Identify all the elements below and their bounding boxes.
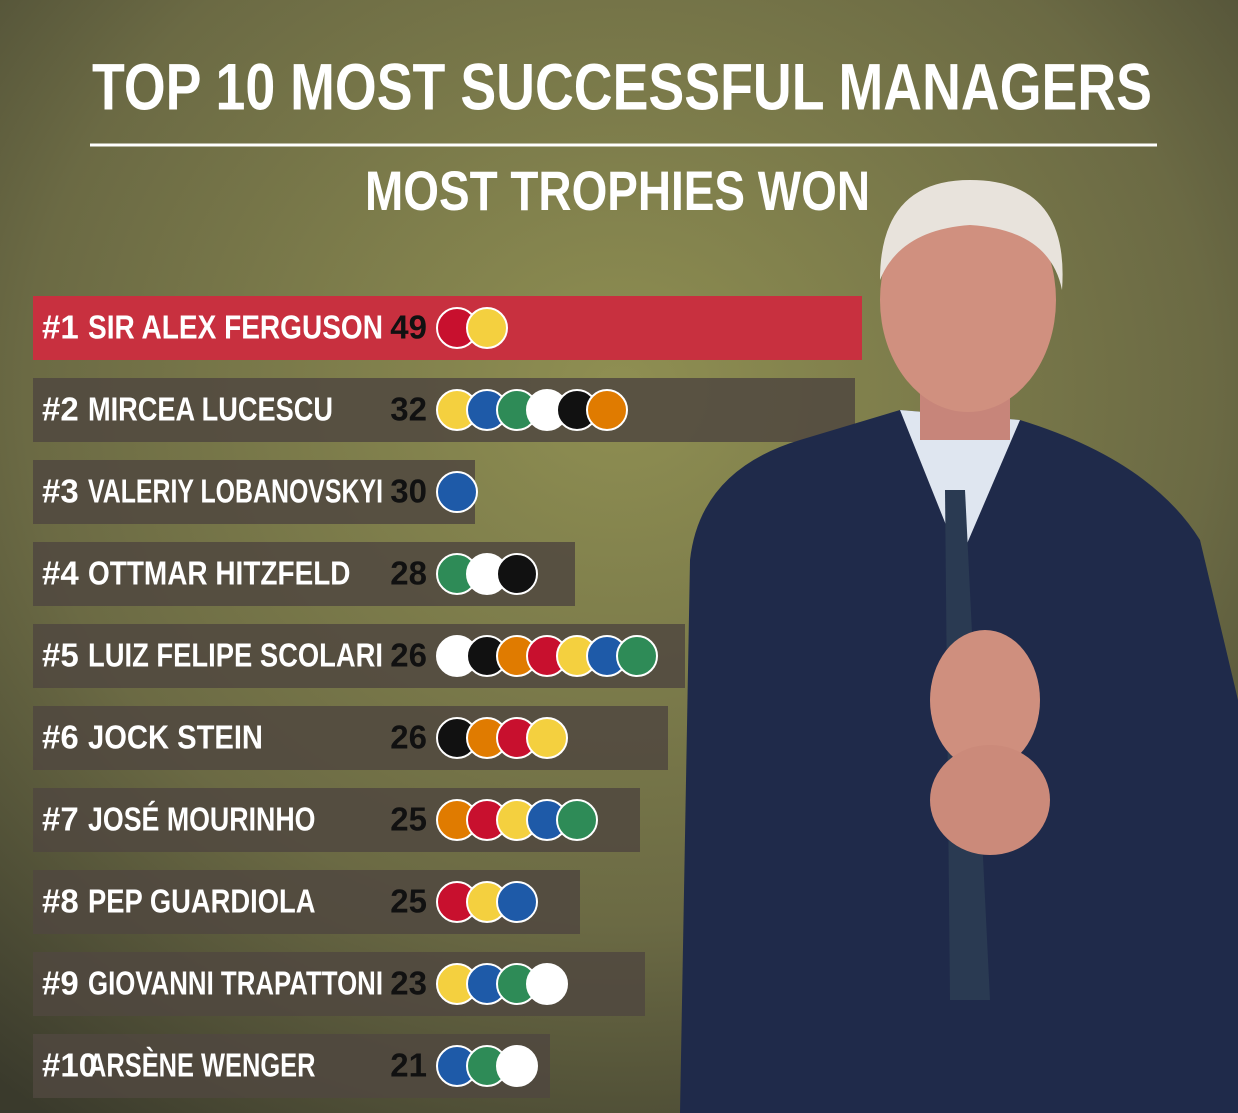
manager-photo <box>680 180 1238 1113</box>
trophy-count: 25 <box>390 801 427 838</box>
trophy-count: 28 <box>390 555 427 592</box>
club-logo <box>526 717 568 759</box>
trophy-count: 49 <box>390 309 427 346</box>
club-logo <box>496 1045 538 1087</box>
title: TOP 10 MOST SUCCESSFUL MANAGERS <box>92 49 1152 123</box>
trophy-count: 32 <box>390 391 427 428</box>
rows: #1 SIR ALEX FERGUSON 49 #2 MIRCEA LUCESCU 32 #… <box>33 296 862 1098</box>
rank: #3 <box>42 473 79 510</box>
rank: #8 <box>42 883 79 920</box>
rank: #6 <box>42 719 79 756</box>
rank: #2 <box>42 391 79 428</box>
rank: #10 <box>42 1047 97 1084</box>
trophy-count: 26 <box>390 637 427 674</box>
manager-name: SIR ALEX FERGUSON <box>88 309 383 346</box>
row-bar <box>33 460 475 524</box>
manager-name: MIRCEA LUCESCU <box>88 391 333 428</box>
club-logo <box>586 389 628 431</box>
club-logo <box>436 471 478 513</box>
manager-name: JOCK STEIN <box>88 719 263 756</box>
manager-name: LUIZ FELIPE SCOLARI <box>88 637 383 674</box>
club-logo <box>466 307 508 349</box>
trophy-count: 25 <box>390 883 427 920</box>
manager-name: GIOVANNI TRAPATTONI <box>88 965 383 1002</box>
club-logo <box>496 553 538 595</box>
rank: #5 <box>42 637 79 674</box>
manager-name: JOSÉ MOURINHO <box>88 801 316 838</box>
rank: #1 <box>42 309 79 346</box>
trophy-count: 23 <box>390 965 427 1002</box>
club-logo <box>496 881 538 923</box>
rank: #9 <box>42 965 79 1002</box>
manager-name: VALERIY LOBANOVSKYI <box>88 473 383 510</box>
rank: #7 <box>42 801 79 838</box>
club-logo <box>616 635 658 677</box>
trophy-count: 30 <box>390 473 427 510</box>
club-logo <box>526 963 568 1005</box>
trophy-count: 26 <box>390 719 427 756</box>
manager-name: PEP GUARDIOLA <box>88 883 316 920</box>
trophy-count: 21 <box>390 1047 427 1084</box>
manager-name: ARSÈNE WENGER <box>88 1047 316 1084</box>
manager-name: OTTMAR HITZFELD <box>88 555 351 592</box>
club-logo <box>556 799 598 841</box>
subtitle: MOST TROPHIES WON <box>365 159 870 222</box>
rank: #4 <box>42 555 79 592</box>
